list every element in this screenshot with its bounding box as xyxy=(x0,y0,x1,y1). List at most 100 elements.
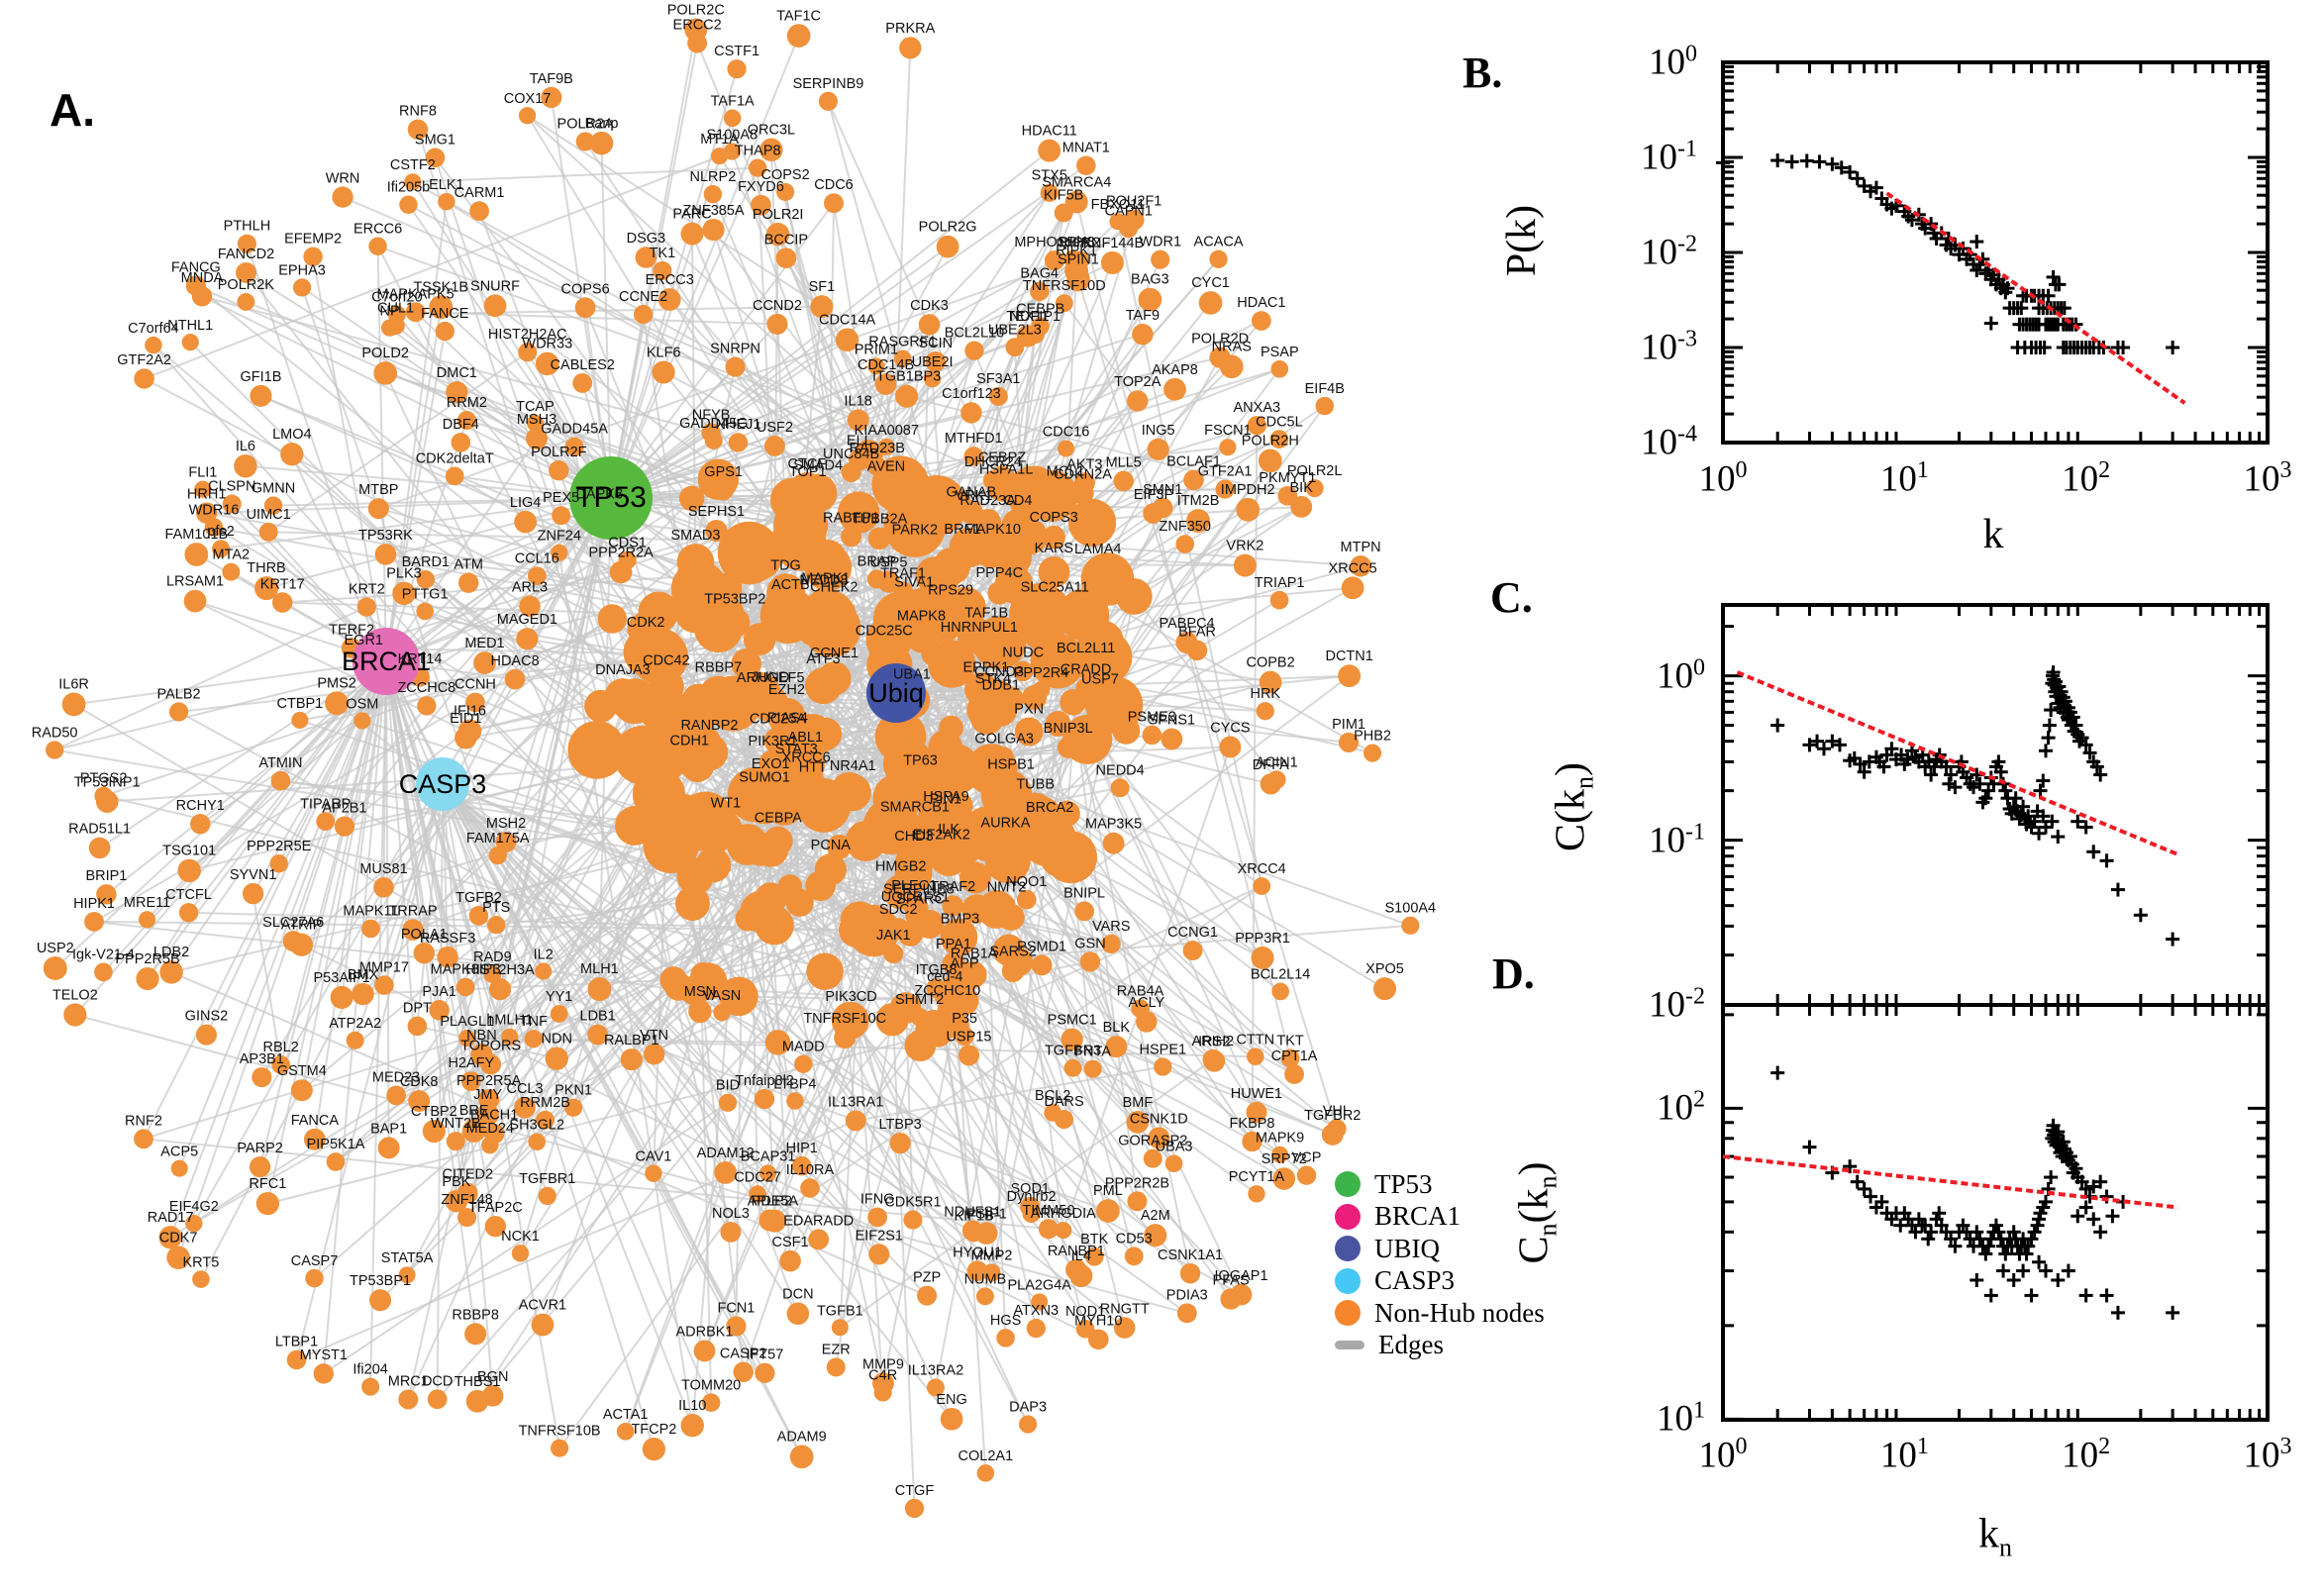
node-label: BMP3 xyxy=(941,912,980,928)
network-node-ITGB1BP3 xyxy=(895,384,919,408)
network-node-TNF xyxy=(524,1030,543,1048)
node-label: ATRIP xyxy=(281,918,323,934)
network-node-BIK xyxy=(1290,495,1313,518)
network-node-DBF4 xyxy=(451,433,471,452)
network-node-BAG3 xyxy=(1138,287,1162,312)
network-node-Dynlrb2 xyxy=(1022,1205,1041,1224)
node-label: ZNF148 xyxy=(441,1192,492,1208)
node-label: GSTM4 xyxy=(277,1063,327,1079)
network-node-ERCC3 xyxy=(657,288,681,311)
node-label: MMP2 xyxy=(971,1247,1013,1263)
network-node-FANCG xyxy=(185,275,206,296)
node-label: C7orf20 xyxy=(371,289,423,305)
network-node-UBE2I xyxy=(923,369,942,388)
network-node-BCCIP xyxy=(775,248,797,269)
node-label: PPA1 xyxy=(936,937,971,952)
node-label: RAB1A xyxy=(951,947,998,962)
network-node-STX5 xyxy=(1040,183,1059,203)
network-node-PSME3 xyxy=(1142,725,1162,746)
network-node-ADRBK1 xyxy=(693,1340,716,1362)
node-label: EXO1 xyxy=(752,756,790,772)
panel-a-label: A. xyxy=(50,84,95,136)
xtick-B-10e1: 101 xyxy=(1879,457,1929,500)
network-node-XRCC5 xyxy=(1341,576,1364,600)
network-node-H2AFY xyxy=(460,1071,481,1092)
network-node-NR4A1 xyxy=(834,773,871,812)
node-label: HSPA9 xyxy=(923,789,968,805)
node-label: PLAGL1 xyxy=(440,1014,494,1030)
node-label: CCNE2 xyxy=(619,289,667,305)
network-node-FXYD6 xyxy=(751,194,771,216)
network-node-NHEJ1 xyxy=(728,433,749,452)
node-label: UBA1 xyxy=(893,666,931,682)
network-node-TSSK1B xyxy=(429,295,454,320)
node-label: TUBB2A xyxy=(852,511,908,527)
node-label: DCN xyxy=(782,1287,813,1303)
node-label: PTHLH xyxy=(224,219,271,235)
node-label: CHD3 xyxy=(894,829,933,845)
node-label: P35 xyxy=(952,1011,977,1027)
node-label: POU2F1 xyxy=(1106,194,1162,210)
node-label: Ifi205b xyxy=(387,180,431,196)
node-label: CHEK2 xyxy=(810,579,858,595)
network-node-KRT5 xyxy=(192,1270,210,1288)
network-node-DPT xyxy=(407,1016,428,1037)
node-label: VCP xyxy=(1292,1150,1322,1166)
node-label: CTBP1 xyxy=(277,696,324,712)
node-label: POLR2D xyxy=(1191,331,1249,347)
network-node-TAF9B xyxy=(541,86,562,108)
node-label: CDC25C xyxy=(856,624,913,640)
network-node-MUS81 xyxy=(373,876,394,898)
network-node-IMPDH2 xyxy=(1236,497,1261,522)
network-node-LRSAM1 xyxy=(183,589,207,613)
node-label: TUBB xyxy=(1016,777,1055,793)
network-node-CDC25C xyxy=(868,639,899,670)
node-label: IRS2 xyxy=(1198,1035,1230,1050)
network-node-FANCD2 xyxy=(236,261,257,283)
network-node-BAP1 xyxy=(377,1137,400,1159)
network-node-VHL xyxy=(1327,1119,1347,1139)
network-node-UIMC1 xyxy=(258,522,278,542)
network-node-CSF1 xyxy=(779,1249,801,1272)
network-node-RCHY1 xyxy=(190,814,211,835)
node-label: CUL1 xyxy=(377,300,414,316)
node-label: BCL2L10 xyxy=(945,326,1004,342)
node-label: CARM1 xyxy=(454,185,505,201)
node-label: C7orf64 xyxy=(128,321,179,337)
node-label: PIK3R1 xyxy=(749,734,798,749)
node-label: ATXN3 xyxy=(1013,1303,1059,1319)
network-node-CASP2 xyxy=(733,1361,754,1383)
network-node-C1orf123 xyxy=(960,402,982,424)
node-label: hMLH1 xyxy=(486,1013,533,1029)
node-label: BFAR xyxy=(1178,625,1216,641)
network-node-LTBP1 xyxy=(286,1349,307,1370)
node-label: VRK1 xyxy=(956,488,993,504)
node-label: SYVN1 xyxy=(230,867,277,883)
node-label: USF2 xyxy=(757,420,793,436)
network-node-BID xyxy=(718,1093,738,1112)
network-node-CSTF1 xyxy=(727,59,747,79)
network-node-HMGB2 xyxy=(883,874,919,910)
node-label: CYCS xyxy=(1210,721,1250,737)
node-label: NP xyxy=(380,303,400,319)
network-node-ADAM12 xyxy=(714,1161,738,1184)
network-node-HDAC1 xyxy=(1251,311,1271,331)
node-label: PARC xyxy=(672,207,711,223)
node-label: SERPINB9 xyxy=(793,76,864,92)
network-node-S100A8 xyxy=(723,143,741,160)
network-node-PPP4C xyxy=(987,581,1012,605)
node-label: MAPK1 xyxy=(801,571,850,587)
node-label: PHB2 xyxy=(1354,729,1391,745)
node-label: TNFRSF10D xyxy=(1023,278,1106,294)
node-label: CDC6 xyxy=(814,177,853,193)
node-label: RAD9 xyxy=(473,949,512,965)
network-node-HTT xyxy=(793,775,832,814)
node-label: ACTB xyxy=(771,577,810,593)
node-label: ZNF24 xyxy=(538,529,581,545)
node-label: PEX5 xyxy=(543,490,579,506)
node-label: KRT17 xyxy=(260,576,305,592)
network-node-HGS xyxy=(996,1329,1015,1347)
node-label: FANCA xyxy=(291,1113,340,1129)
node-label: BMX xyxy=(348,967,379,983)
network-node-BTK xyxy=(1084,1247,1104,1266)
